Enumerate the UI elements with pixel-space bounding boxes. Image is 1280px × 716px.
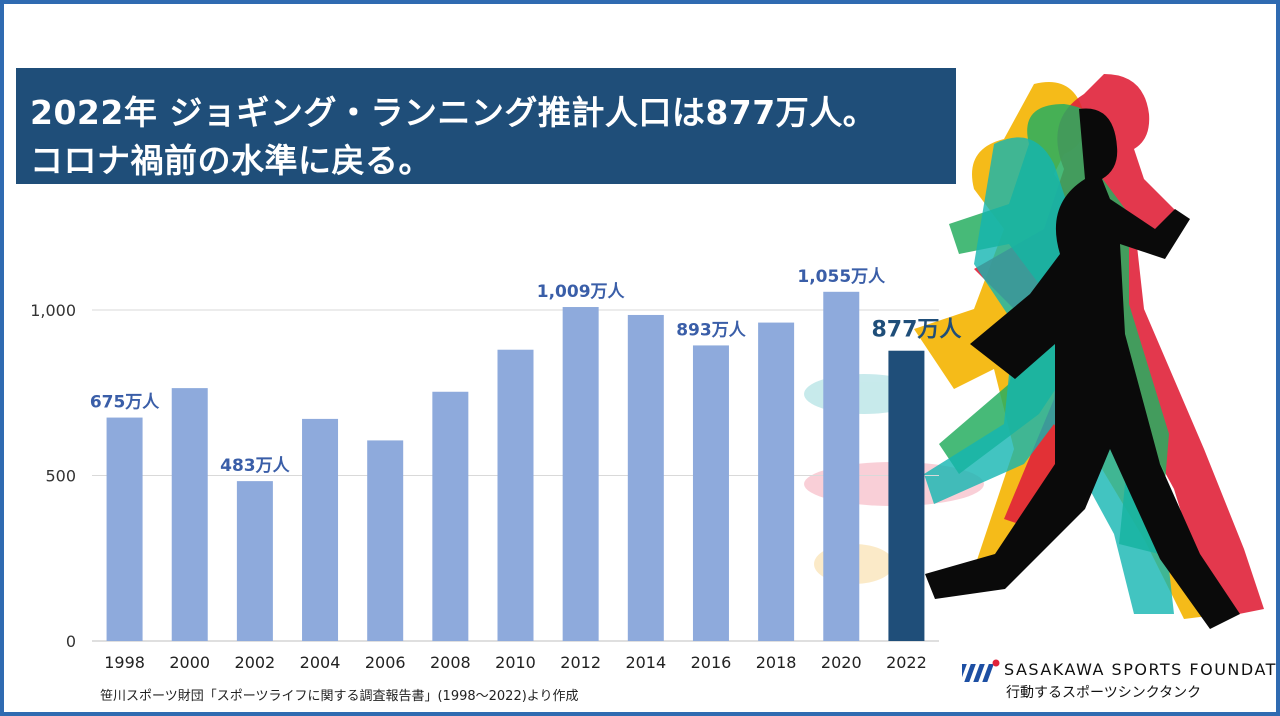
bar-2020 bbox=[823, 291, 860, 641]
x-tick-label: 2016 bbox=[691, 653, 732, 672]
x-tick-label: 2000 bbox=[169, 653, 210, 672]
ssf-logo-icon bbox=[962, 659, 1000, 682]
data-label-1998: 675万人 bbox=[90, 393, 160, 413]
bar-2018 bbox=[758, 322, 795, 641]
ssf-logo: SASAKAWA SPORTS FOUNDATION 行動するスポーツシンクタン… bbox=[962, 658, 1276, 706]
x-tick-label: 2018 bbox=[756, 653, 797, 672]
bar-2004 bbox=[302, 418, 339, 641]
data-label-2016: 893万人 bbox=[676, 320, 746, 340]
runners-silhouette-icon bbox=[804, 74, 1264, 629]
x-tick-label: 2010 bbox=[495, 653, 536, 672]
x-tick-label: 2012 bbox=[560, 653, 601, 672]
x-tick-label: 2006 bbox=[365, 653, 406, 672]
x-tick-label: 2020 bbox=[821, 653, 862, 672]
title-line-2: コロナ禍前の水準に戻る。 bbox=[30, 141, 432, 180]
source-note: 笹川スポーツ財団「スポーツライフに関する調査報告書」(1998〜2022)より作… bbox=[100, 689, 579, 704]
x-tick-label: 2002 bbox=[235, 653, 276, 672]
data-label-2020: 1,055万人 bbox=[797, 267, 886, 287]
logo-name: SASAKAWA SPORTS FOUNDATION bbox=[1004, 660, 1277, 679]
x-tick-label: 2014 bbox=[625, 653, 666, 672]
x-tick-label: 2004 bbox=[300, 653, 341, 672]
bar-chart: 0 500 1,000 1998 2000 2002 2004 2006 2008 2010 201… bbox=[30, 267, 961, 672]
bar-2008 bbox=[432, 391, 469, 641]
x-tick-label: 1998 bbox=[104, 653, 145, 672]
bar-2000 bbox=[171, 388, 208, 641]
bar-1998 bbox=[106, 417, 143, 641]
logo-tagline: 行動するスポーツシンクタンク bbox=[1006, 685, 1202, 701]
bar-2002 bbox=[236, 481, 273, 641]
bar-2006 bbox=[367, 440, 404, 641]
title-banner: 2022年 ジョギング・ランニング推計人口は877万人。 コロナ禍前の水準に戻る… bbox=[16, 68, 956, 184]
x-tick-label: 2008 bbox=[430, 653, 471, 672]
title-line-1: 2022年 ジョギング・ランニング推計人口は877万人。 bbox=[30, 93, 877, 132]
bar-2010 bbox=[497, 349, 534, 641]
y-tick-label: 0 bbox=[66, 632, 76, 651]
bar-2014 bbox=[627, 314, 664, 641]
bar-2016 bbox=[692, 345, 729, 641]
data-label-2002: 483万人 bbox=[220, 456, 290, 476]
data-label-2022: 877万人 bbox=[871, 318, 961, 343]
bar-2022 bbox=[888, 350, 925, 641]
bar-2012 bbox=[562, 307, 599, 641]
y-tick-label: 500 bbox=[45, 467, 76, 486]
y-tick-label: 1,000 bbox=[30, 301, 76, 320]
x-tick-label: 2022 bbox=[886, 653, 927, 672]
data-label-2012: 1,009万人 bbox=[537, 282, 626, 302]
